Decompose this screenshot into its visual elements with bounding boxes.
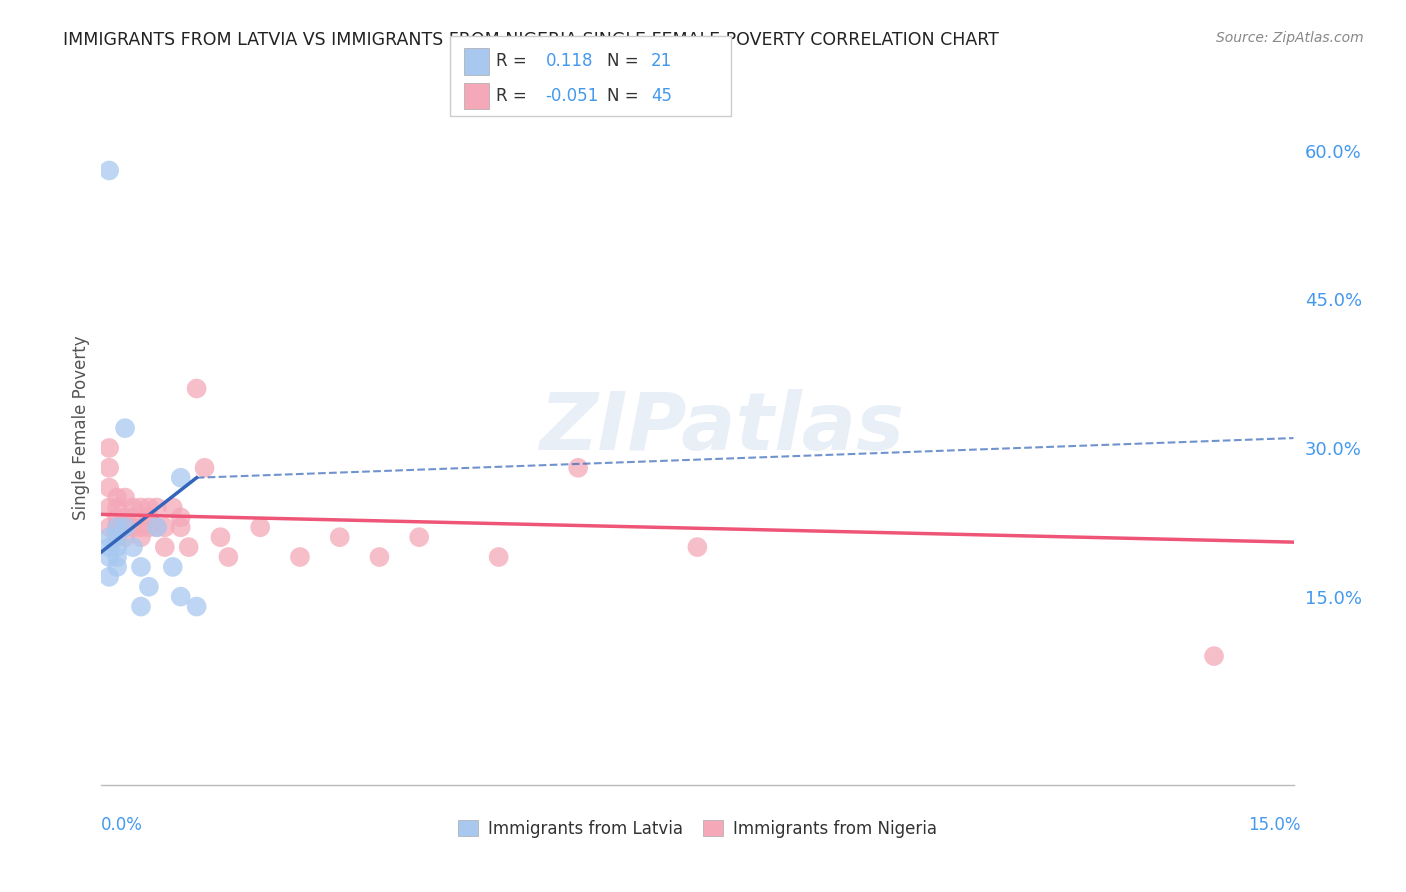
Point xyxy=(129,500,152,515)
Point xyxy=(98,441,121,455)
Point xyxy=(114,510,136,524)
Point xyxy=(488,549,510,564)
Point xyxy=(138,510,160,524)
Text: IMMIGRANTS FROM LATVIA VS IMMIGRANTS FROM NIGERIA SINGLE FEMALE POVERTY CORRELAT: IMMIGRANTS FROM LATVIA VS IMMIGRANTS FRO… xyxy=(63,31,1000,49)
Point xyxy=(114,520,136,534)
Point xyxy=(98,163,121,178)
Y-axis label: Single Female Poverty: Single Female Poverty xyxy=(72,336,90,520)
Point xyxy=(368,549,391,564)
Point xyxy=(146,520,169,534)
Legend: Immigrants from Latvia, Immigrants from Nigeria: Immigrants from Latvia, Immigrants from … xyxy=(451,814,943,845)
Text: 21: 21 xyxy=(651,53,672,70)
Point xyxy=(170,520,193,534)
Text: -0.051: -0.051 xyxy=(546,87,599,105)
Point xyxy=(105,520,128,534)
Point xyxy=(105,540,128,554)
Text: Source: ZipAtlas.com: Source: ZipAtlas.com xyxy=(1216,31,1364,45)
Point xyxy=(122,510,145,524)
Point xyxy=(105,530,128,544)
Point xyxy=(98,549,121,564)
Point xyxy=(105,520,128,534)
Point xyxy=(122,500,145,515)
Text: 45: 45 xyxy=(651,87,672,105)
Text: N =: N = xyxy=(607,53,638,70)
Point xyxy=(138,580,160,594)
Point xyxy=(129,530,152,544)
Text: 0.118: 0.118 xyxy=(546,53,593,70)
Point xyxy=(105,500,128,515)
Point xyxy=(1202,649,1225,664)
Point xyxy=(129,599,152,614)
Point xyxy=(122,540,145,554)
Point xyxy=(114,530,136,544)
Point xyxy=(170,471,193,485)
Point xyxy=(122,520,145,534)
Text: ZIPatlas: ZIPatlas xyxy=(538,389,904,467)
Point xyxy=(170,590,193,604)
Point xyxy=(249,520,271,534)
Point xyxy=(177,540,200,554)
Point xyxy=(153,540,176,554)
Point xyxy=(114,491,136,505)
Point xyxy=(114,520,136,534)
Text: R =: R = xyxy=(496,53,527,70)
Point xyxy=(98,500,121,515)
Point xyxy=(105,530,128,544)
Point xyxy=(98,540,121,554)
Text: N =: N = xyxy=(607,87,638,105)
Point xyxy=(105,491,128,505)
Point xyxy=(138,500,160,515)
Point xyxy=(686,540,709,554)
Text: R =: R = xyxy=(496,87,527,105)
Point xyxy=(98,460,121,475)
Point xyxy=(138,520,160,534)
Point xyxy=(408,530,430,544)
Point xyxy=(146,500,169,515)
Point xyxy=(105,520,128,534)
Point xyxy=(153,520,176,534)
Point xyxy=(186,599,208,614)
Point xyxy=(567,460,589,475)
Text: 0.0%: 0.0% xyxy=(101,816,143,834)
Point xyxy=(98,530,121,544)
Point xyxy=(329,530,352,544)
Point xyxy=(146,520,169,534)
Point xyxy=(114,421,136,435)
Point xyxy=(98,570,121,584)
Point xyxy=(105,560,128,574)
Point xyxy=(105,549,128,564)
Point xyxy=(105,510,128,524)
Point xyxy=(129,520,152,534)
Point xyxy=(193,460,215,475)
Point xyxy=(186,382,208,396)
Point xyxy=(170,510,193,524)
Point xyxy=(217,549,239,564)
Point xyxy=(98,520,121,534)
Text: 15.0%: 15.0% xyxy=(1249,816,1301,834)
Point xyxy=(209,530,232,544)
Point xyxy=(98,481,121,495)
Point xyxy=(162,500,184,515)
Point xyxy=(288,549,311,564)
Point xyxy=(162,560,184,574)
Point xyxy=(129,560,152,574)
